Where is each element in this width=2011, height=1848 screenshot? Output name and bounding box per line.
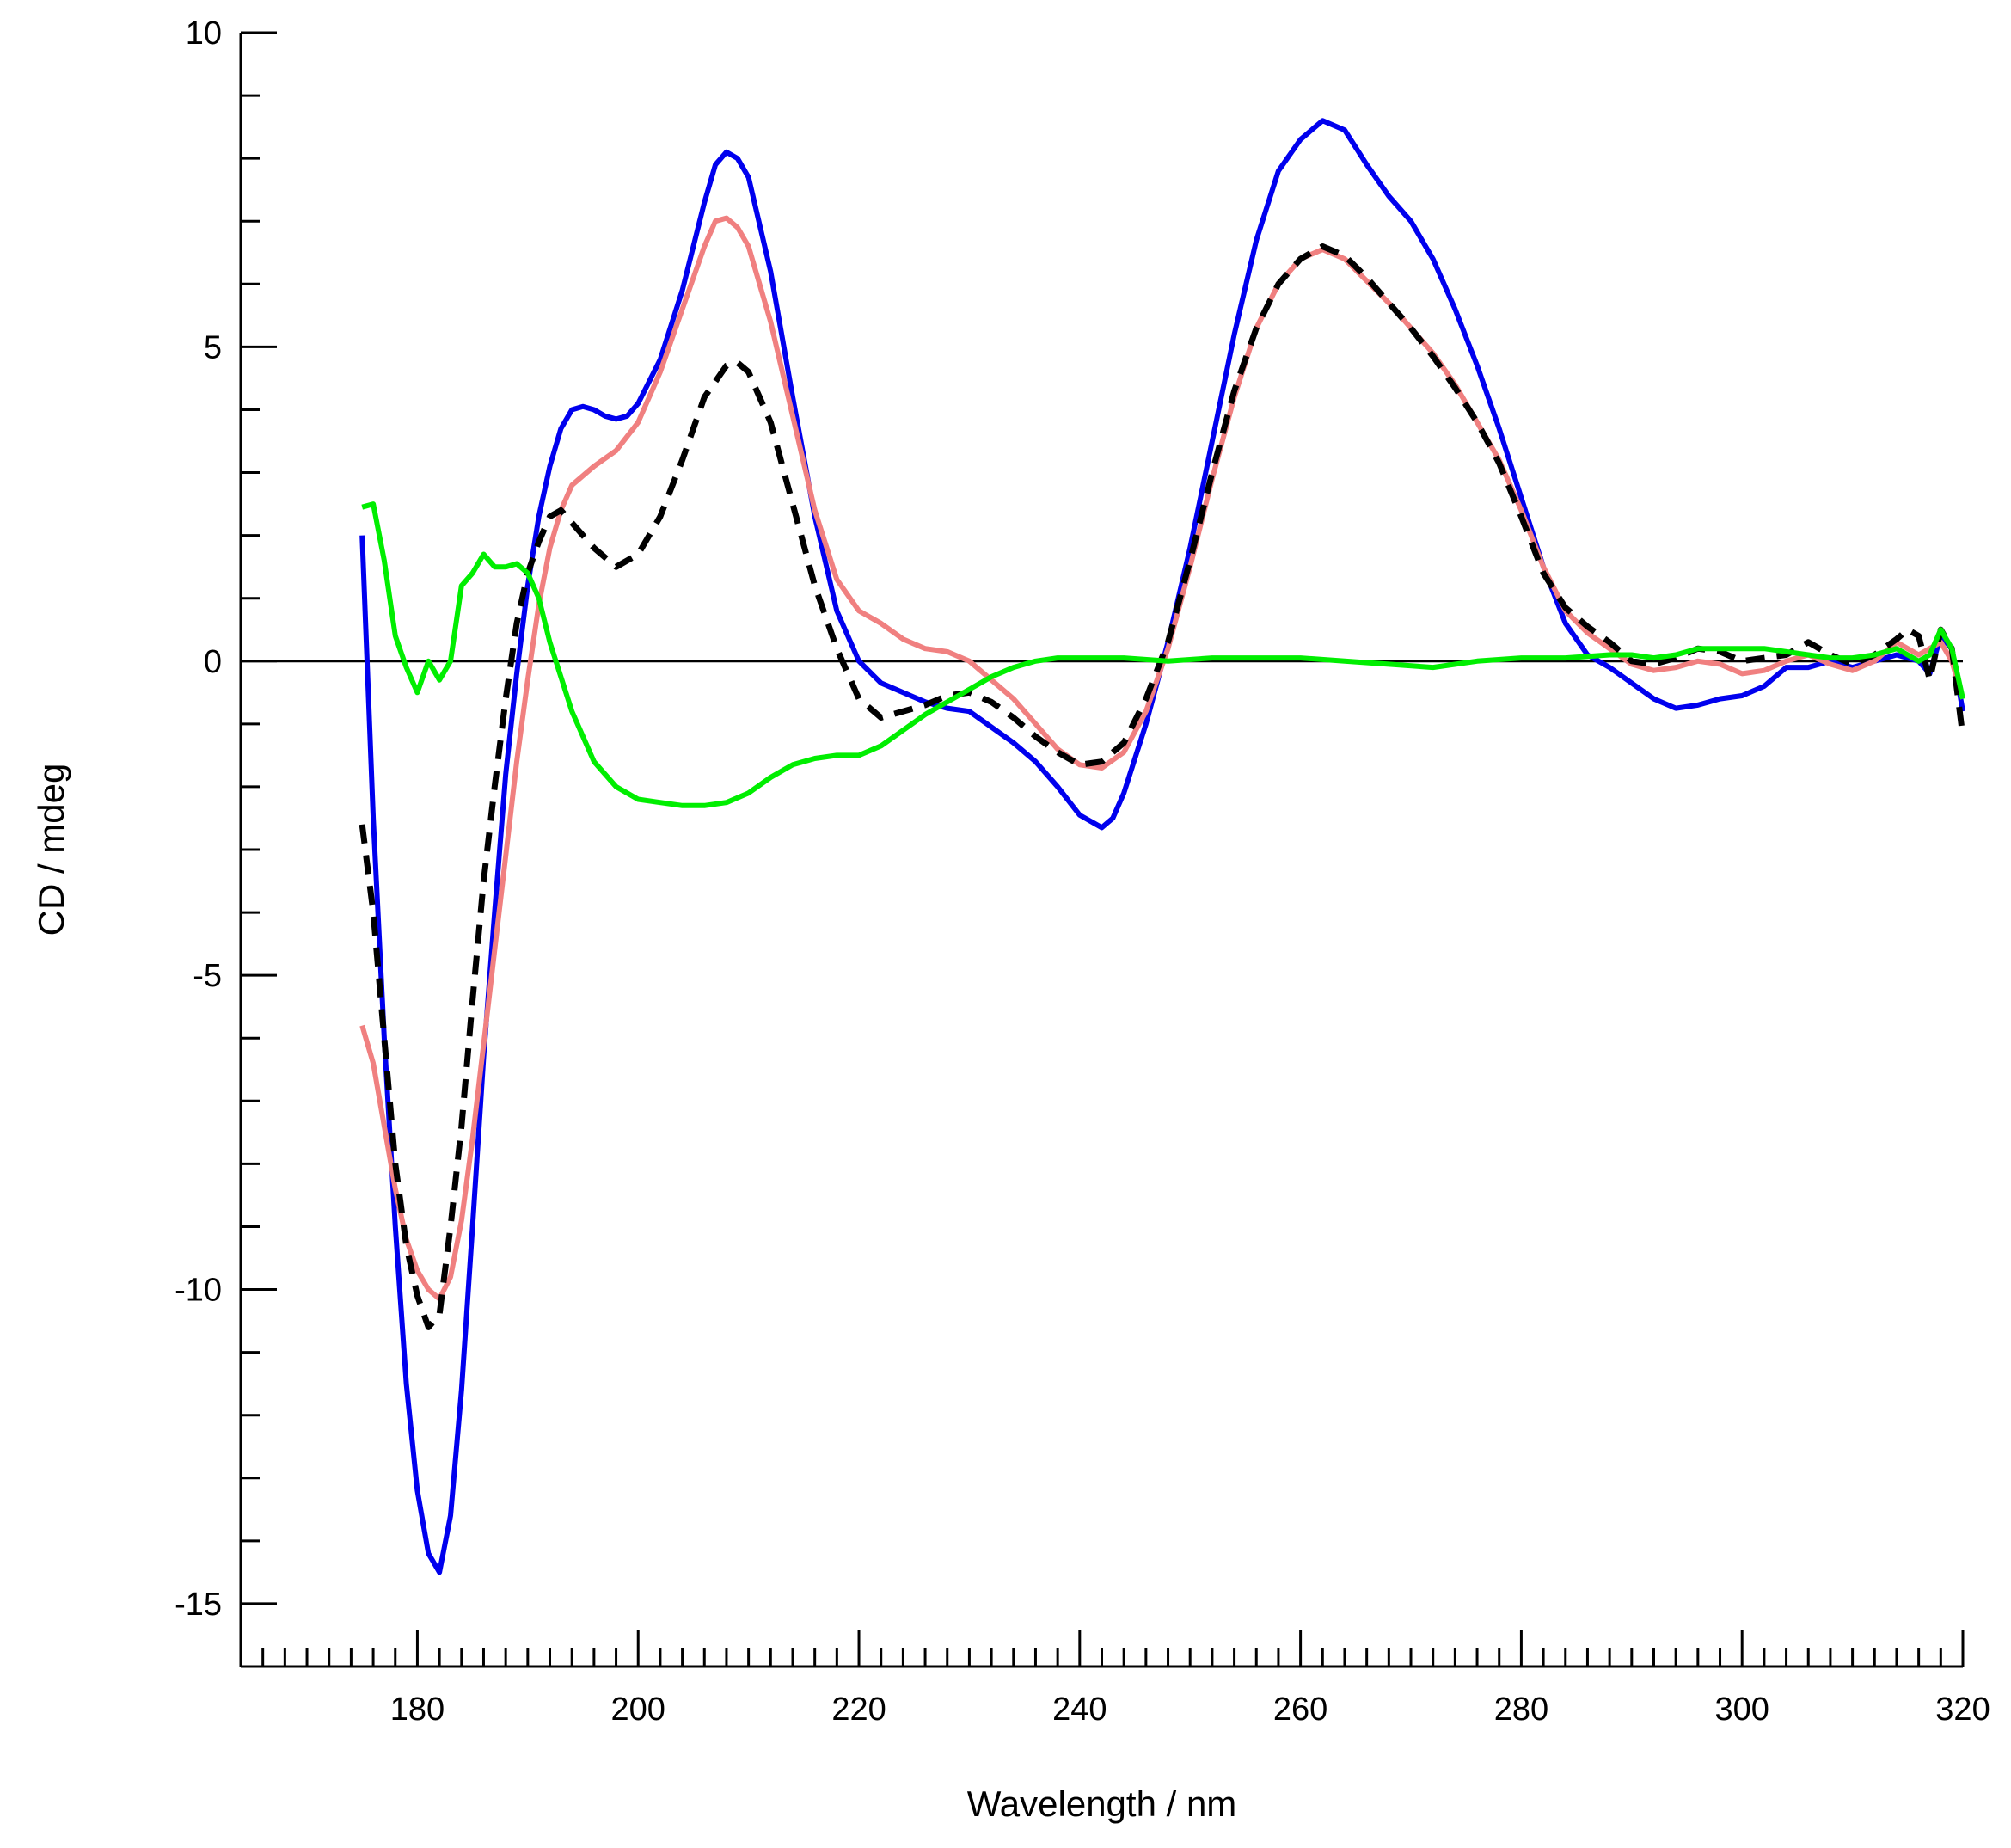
x-tick-label: 220	[831, 1691, 886, 1728]
series-line-4	[361, 501, 1965, 808]
y-tick-label: 0	[204, 644, 222, 680]
series-group	[359, 118, 1966, 1575]
x-axis-title: Wavelength / nm	[967, 1784, 1237, 1824]
y-tick-label: 10	[186, 15, 222, 52]
x-tick-label: 180	[390, 1691, 445, 1728]
x-tick-label: 300	[1715, 1691, 1769, 1728]
x-tick-label: 200	[611, 1691, 665, 1728]
y-tick-label: -10	[175, 1273, 222, 1309]
series-line-2	[359, 215, 1965, 1302]
y-tick-label: 5	[204, 329, 222, 365]
x-tick-label: 280	[1494, 1691, 1548, 1728]
x-tick-label: 260	[1273, 1691, 1327, 1728]
axes	[239, 31, 1965, 1668]
series-line-3	[359, 243, 1966, 1330]
x-tick-label: 240	[1052, 1691, 1107, 1728]
series-line-1	[359, 118, 1965, 1575]
tick-labels: 10 5 0 -5 -10 -15 180 200 220 240 260 280 300 320	[175, 15, 1990, 1728]
y-axis-title: CD / mdeg	[31, 764, 71, 936]
y-tick-label: -15	[175, 1587, 222, 1623]
x-tick-label: 320	[1935, 1691, 1990, 1728]
y-tick-label: -5	[193, 958, 222, 994]
